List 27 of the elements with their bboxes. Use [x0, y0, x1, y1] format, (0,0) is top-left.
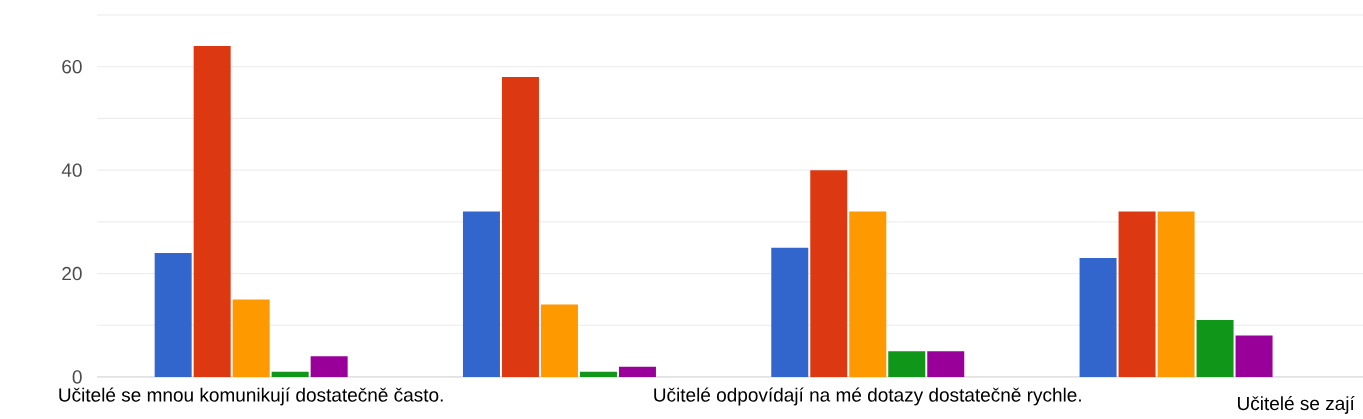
bar: [579, 371, 617, 377]
bar: [271, 371, 309, 377]
y-tick-label: 0: [72, 370, 82, 384]
bar: [618, 366, 656, 377]
bar: [888, 351, 926, 377]
x-tick-label: Učitelé odpovídají na mé dotazy dostatečně rychle.: [654, 387, 1081, 406]
bar: [310, 356, 348, 377]
bar: [771, 247, 809, 377]
bar: [193, 46, 231, 377]
bar: [1157, 211, 1195, 377]
x-tick-label: Učitelé se mnou komunikují dostatečně často.: [59, 387, 443, 406]
bar: [927, 351, 965, 377]
bar: [232, 299, 270, 377]
bar: [810, 170, 848, 377]
y-tick-label: 40: [61, 163, 82, 177]
bar: [501, 77, 539, 377]
bar: [154, 252, 192, 377]
bar: [1235, 335, 1273, 377]
bar: [1196, 320, 1234, 377]
bar: [1079, 258, 1117, 377]
bar: [540, 304, 578, 377]
bar: [462, 211, 500, 377]
text: Učitelé se zají: [1238, 396, 1355, 414]
y-tick-label: 20: [62, 266, 82, 281]
bar: [849, 211, 887, 377]
y-tick-label: 60: [62, 59, 82, 74]
bar: [1118, 211, 1156, 377]
